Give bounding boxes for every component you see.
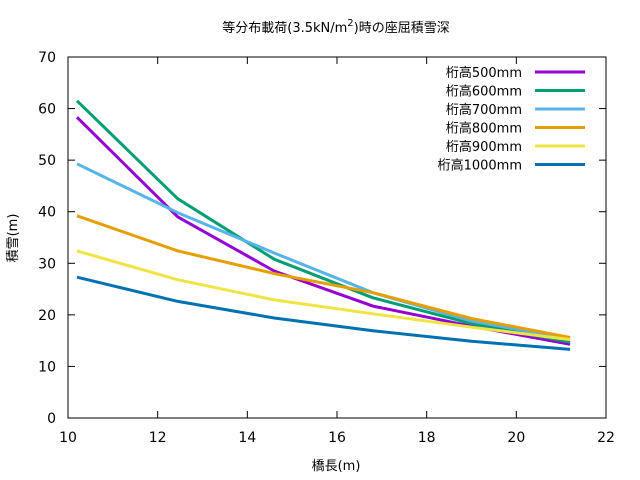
series-line-4	[76, 214, 571, 339]
y-tick-label: 60	[38, 102, 56, 118]
series-line-2	[75, 99, 571, 344]
chart-title: 等分布載荷(3.5kN/m2)時の座屈積雪深	[222, 18, 450, 36]
y-tick-label: 10	[38, 359, 56, 375]
x-axis-label: 橋長(m)	[312, 459, 361, 474]
x-tick-label: 12	[149, 430, 167, 446]
y-tick-label: 20	[38, 308, 56, 324]
series-line-6	[76, 275, 571, 351]
legend-label: 桁高600mm	[446, 84, 522, 100]
x-tick-label: 22	[597, 430, 615, 446]
legend-label: 桁高700mm	[446, 102, 522, 118]
x-tick-label: 10	[59, 430, 77, 446]
series-line-3	[76, 162, 571, 341]
series-line-5	[76, 249, 571, 342]
x-tick-label: 16	[328, 430, 346, 446]
legend-label: 桁高500mm	[446, 65, 522, 81]
y-tick-label: 30	[38, 256, 56, 272]
y-tick-label: 70	[38, 50, 56, 66]
legend-label: 桁高1000mm	[438, 158, 522, 174]
y-axis-label: 積雪(m)	[6, 214, 21, 263]
y-tick-label: 40	[38, 205, 56, 221]
legend-label: 桁高800mm	[446, 121, 522, 137]
y-tick-label: 50	[38, 153, 56, 169]
x-tick-label: 14	[238, 430, 256, 446]
y-tick-label: 0	[47, 411, 56, 427]
x-tick-label: 18	[418, 430, 436, 446]
legend-label: 桁高900mm	[446, 139, 522, 155]
x-tick-label: 20	[507, 430, 525, 446]
plot-frame	[67, 56, 607, 419]
